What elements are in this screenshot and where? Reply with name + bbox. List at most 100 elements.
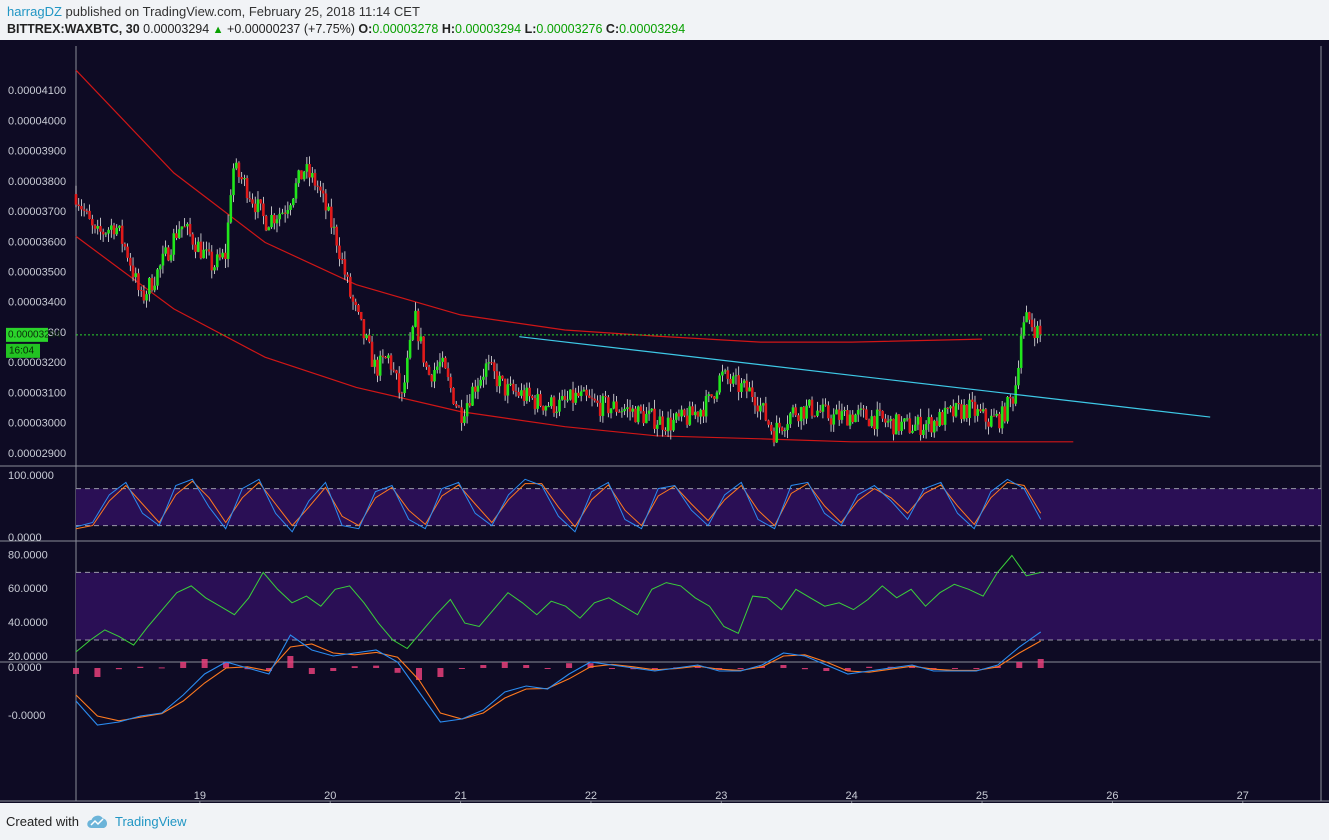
- author-link[interactable]: harragDZ: [7, 4, 62, 19]
- x-axis-tick: 20: [324, 790, 336, 802]
- candle-body: [574, 392, 578, 403]
- candle-body: [696, 411, 700, 417]
- candle-body: [628, 407, 632, 412]
- publish-info: harragDZ published on TradingView.com, F…: [7, 4, 420, 19]
- candle-body: [186, 223, 189, 227]
- candle-body: [753, 397, 757, 406]
- candle-body: [321, 190, 325, 194]
- candle-body: [734, 375, 738, 377]
- candle-body: [938, 411, 941, 426]
- countdown-tag: 16:04: [9, 346, 34, 357]
- candle-body: [120, 225, 124, 244]
- candle-body: [503, 378, 507, 396]
- candle-body: [995, 413, 999, 416]
- candle-body: [359, 311, 363, 320]
- candle-body: [473, 386, 477, 392]
- stoch-k-line: [75, 478, 1042, 533]
- candle-body: [205, 249, 208, 251]
- candle-body: [634, 408, 637, 423]
- candle-body: [881, 410, 884, 419]
- last-price-tag: 0.00003294: [8, 330, 61, 341]
- candle-body: [927, 417, 931, 424]
- candle-body: [221, 252, 224, 258]
- macd-hist-bar: [780, 665, 787, 668]
- candle-body: [392, 369, 396, 371]
- candle-body: [406, 357, 409, 383]
- candle-body: [139, 290, 143, 292]
- candle-body: [400, 392, 404, 394]
- candle-body: [446, 368, 450, 378]
- candle-body: [780, 427, 784, 432]
- candle-body: [110, 225, 113, 230]
- rsi-axis-tick: 80.0000: [8, 549, 48, 561]
- candle-body: [259, 199, 262, 204]
- price-axis-tick: 0.00002900: [8, 448, 66, 460]
- macd-hist-bar: [223, 662, 230, 668]
- candle-body: [77, 204, 81, 207]
- candle-body: [438, 361, 442, 367]
- candle-body: [756, 405, 760, 412]
- candle-body: [528, 387, 531, 397]
- candle-body: [349, 276, 352, 297]
- candle-body: [411, 326, 415, 340]
- candle-body: [617, 411, 621, 413]
- candle-body: [889, 418, 893, 421]
- candle-body: [737, 375, 740, 392]
- candle-body: [658, 416, 662, 425]
- candle-body: [85, 210, 89, 212]
- price-axis-tick: 0.00003000: [8, 418, 66, 430]
- candle-body: [278, 213, 281, 220]
- candle-body: [112, 225, 116, 235]
- macd-hist-bar: [951, 668, 958, 669]
- candle-body: [430, 374, 434, 382]
- candle-body: [886, 420, 890, 423]
- candle-body: [642, 411, 645, 424]
- candle-body: [979, 409, 982, 412]
- price-axis-tick: 0.00003700: [8, 206, 66, 218]
- candle-body: [294, 183, 298, 199]
- candle-body: [316, 185, 320, 187]
- high-value: 0.00003294: [455, 22, 522, 36]
- candle-body: [794, 407, 798, 416]
- candle-body: [80, 206, 83, 210]
- rsi-axis-tick: 20.0000: [8, 651, 48, 663]
- candle-body: [973, 401, 977, 416]
- macd-hist-bar: [73, 668, 79, 674]
- candle-body: [433, 369, 436, 382]
- up-arrow-icon: ▲: [212, 24, 224, 36]
- chart-canvas[interactable]: 0.00004100 0.00004000 0.00003900 0.00003800…: [0, 40, 1329, 803]
- candle-body: [272, 215, 276, 224]
- candle-body: [607, 397, 610, 414]
- candle-body: [569, 389, 572, 400]
- candle-body: [913, 424, 917, 431]
- candle-body: [873, 416, 876, 430]
- candle-body: [840, 411, 844, 420]
- candle-body: [905, 418, 909, 420]
- open-value: 0.00003278: [372, 22, 439, 36]
- candle-body: [954, 403, 958, 417]
- candle-body: [476, 385, 480, 392]
- candle-body: [536, 394, 540, 409]
- x-axis-tick: 22: [585, 790, 597, 802]
- candle-body: [99, 226, 102, 232]
- candle-body: [805, 405, 808, 419]
- candles-layer: [74, 156, 1042, 447]
- macd-hist-bar: [373, 665, 380, 668]
- candle-body: [962, 404, 966, 420]
- candle-body: [547, 406, 550, 408]
- tradingview-link[interactable]: TradingView: [114, 814, 187, 829]
- candle-body: [522, 390, 526, 401]
- candle-body: [501, 375, 504, 379]
- macd-hist-bar: [630, 668, 637, 670]
- candle-body: [240, 177, 243, 180]
- candle-body: [262, 203, 265, 217]
- candle-body: [118, 225, 121, 228]
- candle-body: [408, 339, 412, 358]
- candle-body: [813, 415, 817, 417]
- candle-body: [1028, 312, 1031, 320]
- candle-body: [778, 422, 781, 428]
- candle-body: [856, 409, 860, 415]
- candle-body: [802, 407, 806, 419]
- candle-body: [324, 193, 328, 211]
- candle-body: [465, 403, 469, 417]
